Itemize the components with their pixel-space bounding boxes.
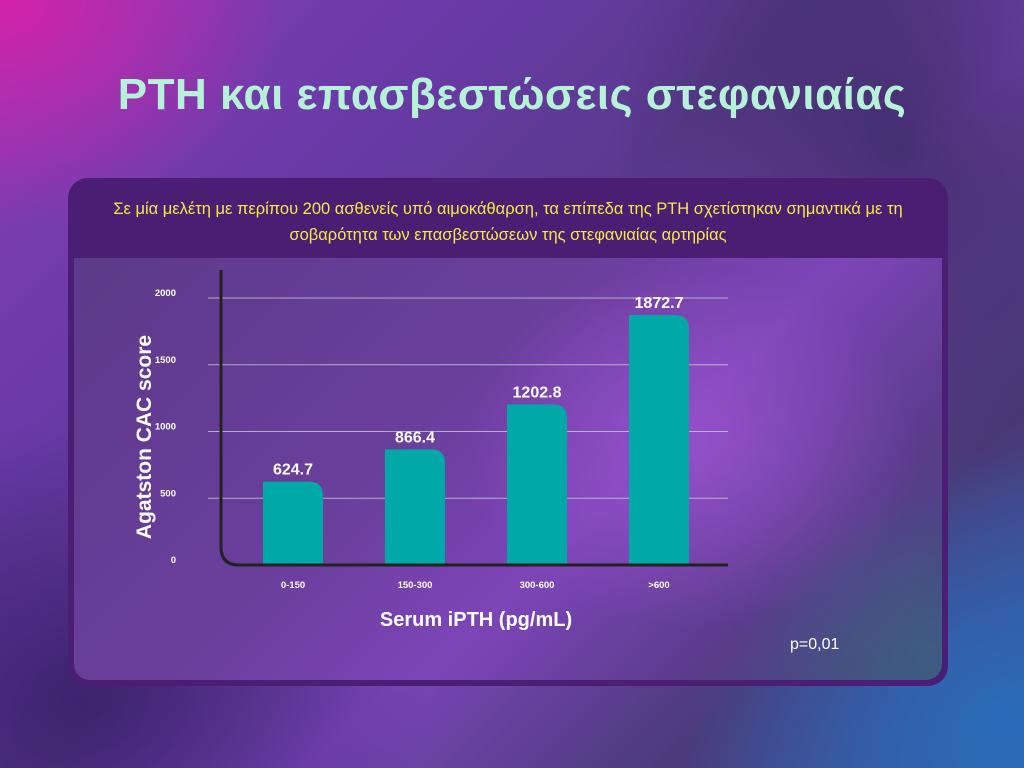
y-tick-label: 1000 [155, 422, 176, 433]
bar-150-300 [385, 449, 445, 565]
p-value: p=0,01 [790, 636, 840, 653]
y-tick-label: 500 [160, 488, 176, 499]
y-tick-label: 0 [171, 555, 176, 566]
category-labels: 0-150 150-300 300-600 >600 [281, 580, 670, 591]
category-label: 150-300 [398, 580, 433, 591]
y-tick-labels: 0 500 1000 1500 2000 [155, 288, 176, 566]
category-label: >600 [648, 580, 669, 591]
y-axis-label: Agatston CAC score [133, 334, 156, 540]
slide-title: PTH και επασβεστώσεις στεφανιαίας [117, 70, 907, 119]
bar-300-600 [507, 404, 567, 565]
value-label: 1872.7 [635, 295, 684, 312]
category-label: 300-600 [520, 580, 555, 591]
value-label: 866.4 [395, 429, 435, 446]
bars [263, 314, 689, 565]
y-tick-label: 2000 [155, 288, 176, 299]
chart-axis [219, 270, 728, 567]
bar->600 [629, 314, 689, 565]
y-tick-label: 1500 [155, 355, 176, 366]
x-axis-label: Serum iPTH (pg/mL) [379, 609, 573, 631]
bar-0-150 [263, 481, 323, 565]
intro-text: Σε μία μελέτη με περίπου 200 ασθενείς υπ… [113, 200, 903, 244]
value-label: 624.7 [273, 462, 313, 479]
value-label: 1202.8 [513, 384, 562, 401]
value-labels: 624.7 866.4 1202.8 1872.7 [273, 295, 684, 479]
category-label: 0-150 [281, 580, 305, 591]
